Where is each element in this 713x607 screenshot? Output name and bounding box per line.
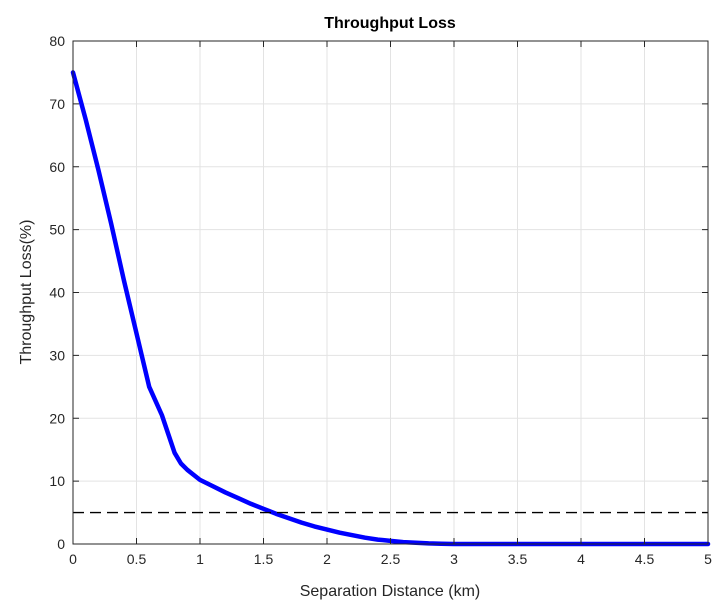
throughput-loss-line (70, 70, 711, 547)
y-tick-label: 70 (49, 96, 65, 112)
x-tick-label: 0.5 (127, 551, 147, 567)
y-tick-label: 80 (49, 33, 65, 49)
x-tick-label: 3.5 (508, 551, 528, 567)
x-tick-label: 4 (577, 551, 585, 567)
y-tick-label: 40 (49, 285, 65, 301)
series-group (70, 70, 711, 547)
x-tick-label: 2 (323, 551, 331, 567)
y-tick-label: 30 (49, 347, 65, 363)
chart-title: Throughput Loss (324, 15, 456, 32)
y-tick-label: 10 (49, 473, 65, 489)
x-tick-label: 0 (69, 551, 77, 567)
y-tick-label: 60 (49, 159, 65, 175)
x-tick-label: 1.5 (254, 551, 274, 567)
y-axis-label: Throughput Loss(%) (18, 220, 35, 365)
x-tick-label: 3 (450, 551, 458, 567)
x-tick-label: 4.5 (635, 551, 655, 567)
y-tick-label: 20 (49, 410, 65, 426)
x-axis-label: Separation Distance (km) (300, 583, 481, 600)
y-tick-label: 0 (57, 536, 65, 552)
grid (73, 41, 708, 544)
y-tick-label: 50 (49, 222, 65, 238)
x-tick-label: 2.5 (381, 551, 401, 567)
x-tick-label: 1 (196, 551, 204, 567)
x-tick-label: 5 (704, 551, 712, 567)
